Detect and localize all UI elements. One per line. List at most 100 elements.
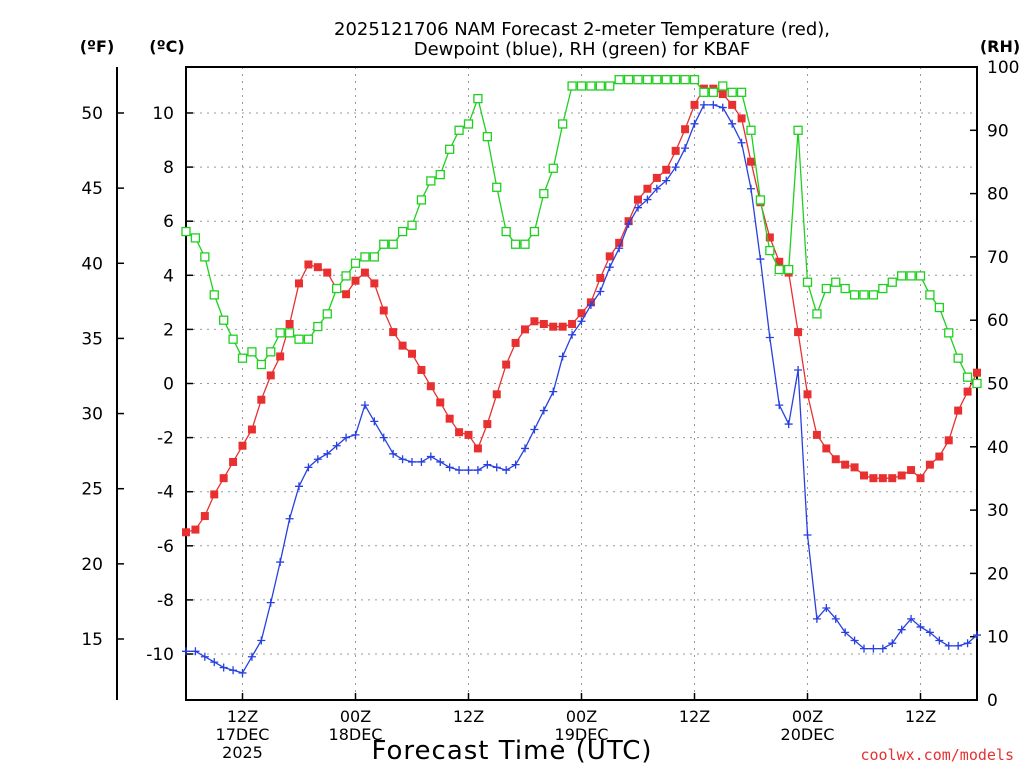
rh-point — [350, 258, 361, 268]
rh-point — [708, 87, 718, 97]
rh-point — [595, 81, 605, 91]
dewpoint-point — [304, 463, 313, 472]
dewpoint-point — [944, 641, 953, 650]
dewpoint-point — [586, 301, 595, 310]
temperature-point — [737, 114, 746, 123]
dewpoint-point — [699, 100, 708, 109]
rh-point — [887, 277, 897, 287]
dewpoint-point — [615, 244, 624, 253]
rh-point — [416, 195, 427, 205]
dewpoint-point — [756, 255, 765, 264]
temperature-point — [775, 257, 784, 266]
temperature-point — [200, 512, 209, 521]
dewpoint-point — [455, 466, 464, 475]
temperature-point — [944, 436, 953, 445]
temperature-point — [530, 317, 539, 326]
rh-point — [652, 75, 662, 85]
temperature-point — [191, 525, 200, 534]
dewpoint-point — [652, 184, 661, 193]
temperature-point — [483, 420, 492, 429]
fahrenheit-tick-label: 25 — [81, 480, 103, 500]
dewpoint-point — [765, 333, 774, 342]
temperature-point — [295, 279, 303, 288]
dewpoint-point — [483, 460, 492, 469]
dewpoint-point — [897, 625, 906, 634]
celsius-tick-label: -2 — [157, 429, 174, 449]
dewpoint-point — [812, 614, 821, 623]
dewpoint-point — [295, 482, 303, 491]
x-tick-label: 18DEC — [329, 725, 383, 744]
rh-point — [388, 239, 398, 249]
x-tick-label: 00Z — [566, 707, 597, 726]
x-tick-label: 00Z — [340, 707, 371, 726]
temperature-point — [577, 309, 586, 318]
dewpoint-point — [521, 444, 529, 453]
temperature-point — [398, 341, 407, 350]
fahrenheit-unit-label: (ºF) — [80, 37, 115, 56]
x-tick-label: 00Z — [792, 707, 823, 726]
rh-point — [341, 271, 351, 281]
dewpoint-point — [935, 636, 944, 645]
temperature-point — [436, 398, 445, 407]
axes: -10-8-6-4-202468101520253035404550010203… — [81, 58, 1019, 762]
temperature-point — [671, 146, 680, 155]
fahrenheit-tick-label: 20 — [81, 555, 103, 575]
rh-point — [840, 283, 850, 294]
rh-point — [906, 271, 916, 281]
rh-point — [784, 264, 794, 275]
dewpoint-point — [643, 195, 652, 204]
dewpoint-point — [247, 652, 256, 661]
rh-tick-label: 80 — [987, 185, 1009, 205]
rh-point — [642, 75, 653, 85]
x-tick-label: 20DEC — [781, 725, 835, 744]
rh-point — [699, 87, 709, 97]
dewpoint-point — [191, 647, 200, 656]
rh-tick-label: 100 — [987, 58, 1019, 78]
temperature-point — [492, 390, 501, 399]
celsius-tick-label: 2 — [163, 320, 174, 340]
celsius-tick-label: -6 — [157, 537, 174, 557]
rh-point — [897, 271, 907, 281]
dewpoint-point — [888, 639, 897, 648]
temperature-point — [765, 233, 774, 242]
rh-point — [944, 328, 954, 338]
temperature-point — [568, 319, 577, 328]
dewpoint-point — [671, 163, 680, 172]
rh-point — [539, 188, 549, 199]
dewpoint-point — [869, 644, 878, 653]
temperature-point — [323, 268, 332, 277]
temperature-point — [963, 387, 972, 396]
dewpoint-point — [577, 317, 586, 326]
rh-point — [765, 245, 775, 256]
dewpoint-point — [182, 647, 190, 656]
celsius-tick-label: 6 — [163, 212, 174, 232]
temperature-point — [342, 290, 351, 299]
rh-point — [407, 220, 417, 230]
dewpoint-point — [229, 666, 238, 675]
temperature-point — [652, 173, 661, 182]
rh-point — [501, 226, 511, 237]
temperature-point — [643, 184, 652, 193]
rh-tick-label: 30 — [987, 501, 1009, 521]
rh-point — [718, 81, 728, 91]
fahrenheit-tick-label: 40 — [81, 254, 103, 274]
rh-point — [605, 81, 615, 91]
dewpoint-point — [605, 263, 614, 272]
dewpoint-series-line — [186, 104, 978, 674]
celsius-tick-label: 10 — [152, 104, 174, 124]
rh-point — [228, 334, 238, 344]
rh-point — [661, 75, 671, 85]
temperature-point — [869, 474, 878, 483]
dewpoint-point — [850, 636, 859, 645]
temperature-point — [803, 390, 812, 399]
dewpoint-point — [728, 119, 737, 128]
x-tick-label: 12Z — [679, 707, 710, 726]
dewpoint-point — [747, 184, 755, 193]
rh-point — [529, 226, 540, 237]
temperature-point — [747, 157, 755, 166]
dewpoint-point — [925, 628, 934, 637]
temperature-point — [257, 395, 266, 404]
rh-tick-label: 60 — [987, 311, 1009, 331]
temperature-point — [464, 430, 473, 439]
dewpoint-point — [822, 604, 831, 613]
